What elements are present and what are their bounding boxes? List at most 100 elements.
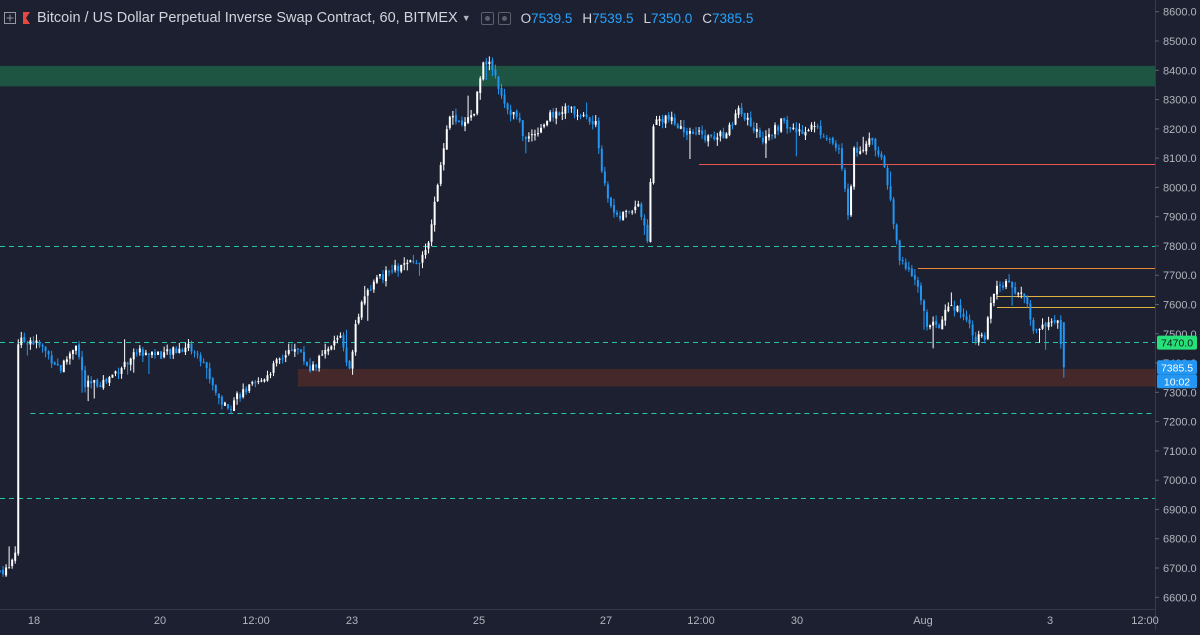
candle-body — [524, 137, 527, 140]
candle — [230, 405, 232, 414]
candle-body — [740, 107, 743, 115]
candle — [68, 351, 71, 365]
candle-body — [394, 265, 397, 271]
candle-body — [287, 349, 290, 354]
candle — [919, 282, 922, 305]
candle — [685, 127, 688, 141]
candle-body — [62, 360, 65, 373]
candle-body — [375, 277, 378, 283]
candle-body — [8, 567, 11, 569]
candle — [524, 135, 527, 154]
candle-body — [442, 148, 445, 165]
candle-body — [874, 138, 877, 151]
candle-body — [17, 344, 20, 554]
candle-body — [974, 336, 977, 342]
candle — [515, 109, 518, 120]
time-axis[interactable]: 18 20 12:00 23 25 27 12:00 30 Aug 3 12:00 — [28, 615, 1159, 627]
candle — [442, 143, 445, 171]
candle — [932, 316, 935, 349]
candle-body — [558, 112, 561, 115]
candle-body — [254, 381, 257, 383]
candle-body — [409, 260, 412, 263]
candle — [147, 353, 150, 374]
ohlc-high: H7539.5 — [582, 10, 634, 26]
candle-body — [144, 352, 147, 355]
symbol-title[interactable]: Bitcoin / US Dollar Perpetual Inverse Sw… — [37, 10, 458, 26]
candle — [543, 123, 546, 129]
candle — [476, 91, 479, 116]
settings-icon[interactable] — [497, 11, 511, 25]
candle-body — [26, 343, 29, 345]
candle-body — [433, 201, 436, 226]
candle-body — [312, 364, 315, 371]
chevron-down-icon[interactable]: ▼ — [461, 13, 471, 23]
candle-body — [272, 363, 275, 373]
candle-body — [464, 122, 467, 127]
candle — [1014, 282, 1017, 295]
candle — [65, 356, 68, 365]
candle — [968, 314, 971, 329]
candle-body — [1059, 319, 1062, 344]
candle — [144, 349, 147, 356]
candle-body — [330, 346, 333, 350]
candle — [117, 367, 120, 380]
candle-body — [412, 261, 415, 263]
candle-body — [546, 120, 549, 126]
candle — [555, 107, 558, 125]
candle-body — [120, 368, 123, 375]
candle — [342, 332, 345, 352]
candle-body — [248, 384, 251, 391]
candle-body — [388, 271, 391, 273]
candle — [989, 296, 992, 324]
candle — [278, 357, 281, 365]
candle — [375, 275, 378, 284]
candle-body — [166, 349, 169, 352]
candle-body — [783, 118, 786, 121]
candle-body — [214, 384, 217, 393]
candle — [378, 274, 381, 279]
candle-body — [640, 203, 643, 217]
candle — [1008, 274, 1011, 283]
eye-icon[interactable] — [480, 11, 494, 25]
candle-body — [1035, 329, 1038, 331]
candle-body — [661, 118, 664, 123]
candle — [737, 105, 740, 119]
candle-body — [236, 393, 239, 400]
candle-body — [202, 361, 205, 364]
candle — [813, 121, 816, 133]
candle-body — [585, 114, 588, 118]
candle-body — [44, 346, 47, 351]
candle-body — [260, 380, 263, 382]
price-tick-label: 6700.0 — [1163, 563, 1197, 575]
candle-body — [606, 184, 609, 199]
candle — [424, 243, 427, 259]
candle-body — [372, 281, 375, 290]
candle-body — [41, 344, 44, 347]
candle — [771, 134, 774, 140]
candle — [454, 108, 457, 125]
candle — [135, 349, 138, 357]
candle-body — [421, 254, 424, 263]
candle-body — [667, 114, 670, 120]
candle — [293, 343, 296, 357]
candle — [707, 134, 710, 147]
candle — [32, 336, 35, 346]
candle-body — [989, 303, 992, 319]
candle — [926, 309, 929, 331]
ohlc-low: L7350.0 — [643, 10, 693, 26]
candle — [889, 171, 892, 202]
candle — [649, 178, 652, 243]
candle-body — [637, 204, 640, 207]
candle-body — [290, 349, 293, 351]
time-tick-label: 12:00 — [242, 615, 270, 627]
candle — [774, 122, 777, 139]
candle — [564, 103, 567, 119]
candle — [725, 132, 728, 139]
expand-icon[interactable] — [4, 12, 16, 24]
price-axis[interactable]: 6600.0 6700.0 6800.0 6900.0 7000.0 7100.0 7200… — [1155, 7, 1197, 605]
candle — [1059, 315, 1062, 349]
candle-body — [239, 394, 242, 399]
candle-body — [831, 137, 834, 144]
